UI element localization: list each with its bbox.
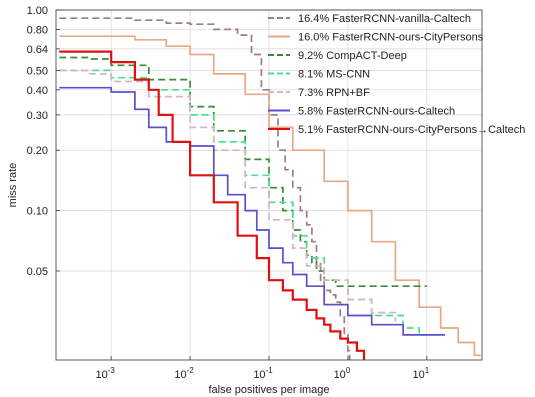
y-tick-label: 0.80 bbox=[27, 24, 48, 36]
y-tick-label: 0.50 bbox=[27, 65, 48, 77]
x-tick-label: 10-1 bbox=[253, 366, 273, 381]
series-line-1 bbox=[59, 35, 481, 357]
x-tick-label: 101 bbox=[412, 366, 429, 381]
y-axis-ticks: 1.00 0.80 0.64 0.50 0.40 0.30 0.20 0.10 0.05 bbox=[27, 5, 60, 278]
series-line-3 bbox=[59, 69, 427, 336]
x-axis-label: false positives per image bbox=[208, 384, 329, 396]
x-tick-label: 10-3 bbox=[95, 366, 115, 381]
y-tick-label: 0.64 bbox=[27, 44, 48, 56]
x-axis-ticks: 10-3 10-2 10-1 100 101 bbox=[95, 356, 430, 381]
series-line-4 bbox=[59, 69, 397, 322]
series-line-0 bbox=[59, 17, 351, 360]
y-axis-label: miss rate bbox=[7, 163, 19, 208]
y-tick-label: 0.40 bbox=[27, 85, 48, 97]
y-tick-label: 0.10 bbox=[27, 206, 48, 218]
legend: 16.4% FasterRCNN-vanilla-Caltech 16.0% Fa… bbox=[268, 13, 525, 136]
series-line-5 bbox=[59, 86, 445, 336]
series-line-6 bbox=[59, 50, 366, 360]
y-tick-label: 0.30 bbox=[27, 110, 48, 122]
legend-entry-5: 5.8% FasterRCNN-ours-Caltech bbox=[298, 106, 455, 118]
legend-entry-1: 16.0% FasterRCNN-ours-CityPersons bbox=[298, 32, 484, 44]
series-line-2 bbox=[59, 56, 427, 288]
legend-entry-2: 9.2% CompACT-Deep bbox=[298, 50, 407, 62]
x-tick-label: 10-2 bbox=[174, 366, 194, 381]
y-tick-label: 0.05 bbox=[27, 266, 48, 278]
legend-entry-6: 5.1% FasterRCNN-ours-CityPersons→Caltech bbox=[298, 124, 525, 136]
legend-entry-3: 8.1% MS-CNN bbox=[298, 69, 370, 81]
y-tick-label: 1.00 bbox=[27, 5, 48, 17]
y-tick-label: 0.20 bbox=[27, 145, 48, 157]
x-tick-label: 100 bbox=[334, 366, 351, 381]
legend-entry-4: 7.3% RPN+BF bbox=[298, 87, 370, 99]
legend-entry-0: 16.4% FasterRCNN-vanilla-Caltech bbox=[298, 13, 471, 25]
series-layer bbox=[59, 17, 481, 360]
